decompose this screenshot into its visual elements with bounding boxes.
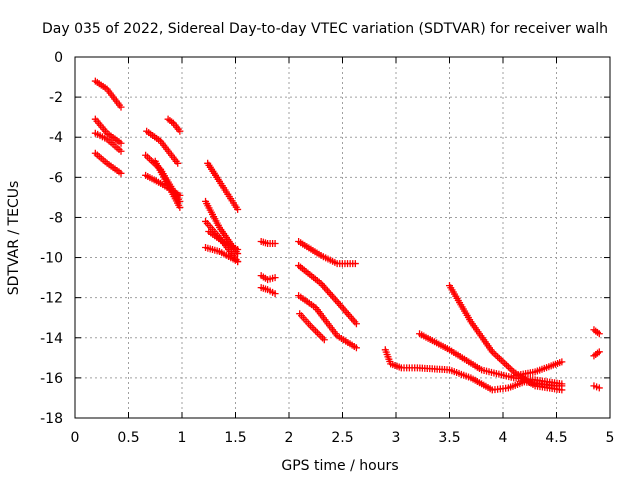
data-series: [91, 77, 603, 394]
y-tick-label: 0: [54, 50, 63, 66]
data-point: [234, 246, 242, 254]
data-track-d1: [257, 238, 279, 248]
data-track-b4: [151, 157, 184, 211]
x-tick-label: 0: [71, 430, 80, 446]
y-tick-label: -6: [49, 170, 63, 186]
data-track-a2: [91, 115, 125, 147]
y-tick-label: -14: [40, 331, 63, 347]
data-track-e2: [295, 262, 360, 328]
data-point: [320, 336, 328, 344]
y-tick-label: -16: [40, 371, 63, 387]
x-tick-label: 2.5: [331, 430, 353, 446]
data-track-f2: [416, 330, 566, 388]
data-point: [271, 290, 279, 298]
data-point: [234, 205, 242, 213]
data-point: [308, 323, 316, 331]
data-track-f4: [510, 358, 566, 380]
data-point: [490, 349, 498, 357]
data-point: [176, 203, 184, 211]
data-point: [319, 334, 327, 342]
data-point: [352, 344, 360, 352]
data-track-f3: [446, 282, 566, 394]
grid-lines: [75, 57, 610, 418]
data-point: [313, 329, 321, 337]
x-tick-label: 3: [392, 430, 401, 446]
data-point: [117, 103, 125, 111]
x-tick-label: 1.5: [224, 430, 246, 446]
data-point: [174, 159, 182, 167]
data-point: [499, 358, 507, 366]
y-tick-label: -8: [49, 210, 63, 226]
x-tick-label: 4.5: [545, 430, 567, 446]
data-track-e4: [296, 310, 328, 344]
axis-ticks: [74, 56, 611, 419]
chart-title: Day 035 of 2022, Sidereal Day-to-day VTE…: [42, 21, 608, 37]
data-track-b5: [164, 115, 184, 135]
x-axis-tick-labels: 0 0.5 1 1.5 2 2.5 3 3.5 4 4.5 5: [71, 430, 615, 446]
data-track-g1: [590, 326, 603, 338]
data-track-d3: [257, 284, 279, 298]
data-point: [595, 330, 603, 338]
y-axis-tick-labels: 0 -2 -4 -6 -8 -10 -12 -14 -16 -18: [40, 50, 63, 427]
data-point: [595, 348, 603, 356]
data-point: [504, 363, 512, 371]
data-point: [176, 191, 184, 199]
data-point: [595, 384, 603, 392]
data-point: [271, 274, 279, 282]
data-track-g2: [590, 348, 603, 360]
data-track-a3: [91, 129, 125, 155]
data-point: [501, 360, 509, 368]
data-track-b1: [143, 127, 182, 167]
x-axis-title: GPS time / hours: [281, 458, 398, 474]
y-axis-title: SDTVAR / TECUs: [6, 181, 22, 296]
data-track-g3: [590, 382, 603, 392]
data-point: [271, 240, 279, 248]
data-point: [352, 320, 360, 328]
data-point: [351, 260, 359, 268]
data-point: [117, 147, 125, 155]
x-tick-label: 5: [606, 430, 615, 446]
y-tick-label: -10: [40, 251, 63, 267]
data-point: [558, 380, 566, 388]
x-tick-label: 3.5: [438, 430, 460, 446]
data-track-c5: [205, 227, 242, 254]
y-tick-label: -4: [49, 130, 63, 146]
x-tick-label: 4: [499, 430, 508, 446]
data-point: [495, 355, 503, 363]
data-point: [117, 139, 125, 147]
data-track-c4: [202, 244, 242, 266]
data-point: [503, 361, 511, 369]
data-point: [310, 325, 318, 333]
data-track-e3: [295, 292, 360, 352]
x-tick-label: 2: [285, 430, 294, 446]
y-tick-label: -12: [40, 291, 63, 307]
data-point: [497, 356, 505, 364]
x-tick-label: 0.5: [117, 430, 139, 446]
data-point: [317, 332, 325, 340]
data-point: [494, 353, 502, 361]
data-point: [234, 258, 242, 266]
data-point: [315, 331, 323, 339]
data-point: [176, 127, 184, 135]
data-track-e1: [295, 238, 359, 268]
data-point: [492, 351, 500, 359]
y-tick-label: -2: [49, 90, 63, 106]
y-tick-label: -18: [40, 411, 63, 427]
data-point: [506, 365, 514, 373]
data-track-c1: [204, 159, 242, 213]
data-track-a4: [91, 149, 125, 177]
data-point: [117, 169, 125, 177]
x-tick-label: 1: [178, 430, 187, 446]
data-track-a1: [91, 77, 125, 111]
data-track-d2: [257, 272, 279, 284]
data-point: [558, 386, 566, 394]
data-point: [312, 327, 320, 335]
data-point: [558, 358, 566, 366]
